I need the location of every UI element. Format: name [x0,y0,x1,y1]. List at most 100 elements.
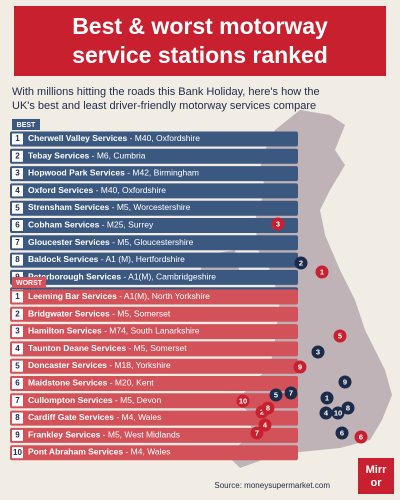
subtitle: UK's best and least driver-friendly moto… [12,100,316,112]
row-text: Leeming Bar Services - A1(M), North York… [28,291,210,301]
row-text: Hopwood Park Services - M42, Birmingham [28,168,199,178]
service-name: Cobham Services [28,220,100,230]
rank-box [12,291,23,303]
rank-box [12,168,23,180]
pin-label: 5 [274,390,278,399]
map-pin [258,418,272,432]
service-name: Doncaster Services [28,360,107,370]
pin-label: 3 [276,219,280,228]
service-name: Peterborough Services [28,272,121,282]
pin-label: 7 [255,428,259,437]
service-name: Leeming Bar Services [28,291,117,301]
service-name: Tebay Services [28,151,90,161]
rank: 10 [13,448,22,457]
pin-label: 8 [346,403,350,412]
rank: 2 [15,151,20,160]
row-bar [10,131,298,147]
rank: 8 [15,255,20,264]
row-bar [10,306,298,322]
rank-box [12,237,23,249]
service-name: Maidstone Services [28,378,108,388]
row-bar [10,148,298,164]
service-detail: - A1 (M), Hertfordshire [98,254,185,264]
map-pin [294,256,308,270]
rank: 2 [15,309,20,318]
service-detail: - M6, Cumbria [89,151,145,161]
rank: 4 [15,344,20,353]
logo-text: Mirr [366,464,388,476]
service-detail: - A1(M), North Yorkshire [117,291,210,301]
source: Source: moneysupermarket.com [214,481,330,490]
row-text: Bridgwater Services - M5, Somerset [28,309,171,319]
map-pin [319,406,333,420]
pin-label: 10 [239,396,247,405]
map-pin [335,426,349,440]
service-detail: - A1(M), Cambridgeshire [121,272,216,282]
row-text: Doncaster Services - M18, Yorkshire [28,360,171,370]
pin-label: 7 [289,388,293,397]
row-bar [10,218,298,233]
rank: 9 [15,431,20,440]
rank-box [12,326,23,338]
service-detail: - M5, Somerset [110,309,171,319]
subtitle: With millions hitting the roads this Ban… [12,86,320,98]
map-pin [338,375,352,389]
rank-box [12,395,23,407]
service-detail: - M5, Devon [113,395,162,405]
service-detail: - M18, Yorkshire [107,360,171,370]
rank: 7 [15,238,20,247]
rank: 5 [15,203,20,212]
service-name: Hamilton Services [28,326,102,336]
row-text: Hamilton Services - M74, South Lanarkshi… [28,326,200,336]
pin-label: 9 [343,377,347,386]
row-bar [10,235,298,251]
rank-box [12,378,23,389]
map-pin [311,345,325,359]
row-bar [10,269,298,285]
rank: 1 [15,134,20,143]
service-detail: - M5, Gloucestershire [110,237,194,247]
pin-label: 9 [298,362,302,371]
row-text: Peterborough Services - A1(M), Cambridge… [28,272,216,282]
row-bar [10,341,298,357]
row-bar [10,427,298,443]
service-detail: - M5, Somerset [126,343,187,353]
service-name: Cullompton Services [28,395,113,405]
row-text: Strensham Services - M5, Worcestershire [28,202,191,212]
service-detail: - M4, Wales [114,412,161,422]
row-text: Tebay Services - M6, Cumbria [28,151,146,161]
pin-label: 10 [334,408,342,417]
pin-label: 4 [324,408,329,417]
row-text: Cobham Services - M25, Surrey [28,220,154,230]
row-bar [10,393,298,409]
pin-label: 5 [338,331,342,340]
map-pin [333,329,347,343]
pin-label: 8 [266,403,270,412]
pin-label: 3 [316,347,320,356]
service-detail: - M40, Oxfordshire [93,185,166,195]
row-bar [10,166,298,182]
pin-label: 2 [260,407,264,416]
rank-box [12,220,23,231]
pin-label: 1 [320,267,324,276]
rank-box [12,360,23,372]
row-text: Gloucester Services - M5, Gloucestershir… [28,237,194,247]
service-detail: - M74, South Lanarkshire [102,326,200,336]
row-text: Cardiff Gate Services - M4, Wales [28,412,161,422]
rank: 5 [15,361,20,370]
row-bar [10,200,298,216]
pin-label: 6 [340,428,344,437]
service-detail: - M25, Surrey [99,220,154,230]
service-detail: - M42, Birmingham [125,168,199,178]
row-bar [10,445,298,461]
row-bar [10,324,298,340]
section-label: BEST [17,122,36,129]
pin-label: 4 [263,420,268,429]
rank-box [12,447,23,459]
rank-box [12,308,23,320]
row-text: Maidstone Services - M20, Kent [28,378,154,388]
logo [358,458,394,494]
rank-box [12,185,23,197]
service-detail: - M5, West Midlands [100,430,180,440]
